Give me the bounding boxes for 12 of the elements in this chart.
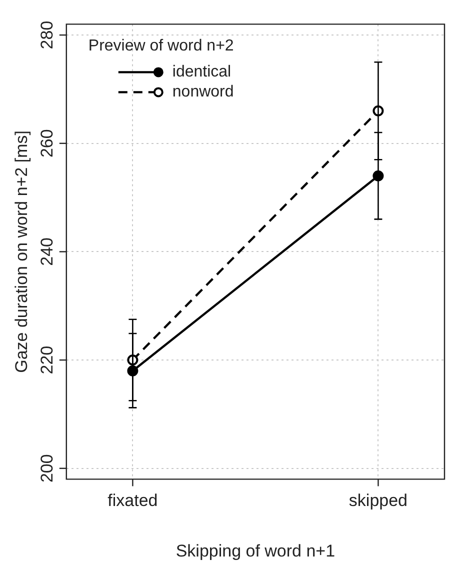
y-tick-label: 260	[38, 129, 57, 158]
y-tick-label: 220	[38, 346, 57, 374]
y-tick-label: 240	[38, 238, 57, 266]
legend-label: nonword	[172, 84, 234, 101]
x-tick-label: skipped	[348, 491, 408, 510]
legend-title: Preview of word n+2	[88, 38, 234, 55]
legend-label: identical	[172, 64, 232, 81]
y-axis-title: Gaze duration on word n+2 [ms]	[12, 130, 31, 373]
y-tick-label: 200	[38, 454, 57, 483]
y-tick-label: 280	[38, 20, 57, 50]
x-tick-label: fixated	[108, 491, 158, 510]
x-axis-title: Skipping of word n+1	[176, 541, 336, 560]
